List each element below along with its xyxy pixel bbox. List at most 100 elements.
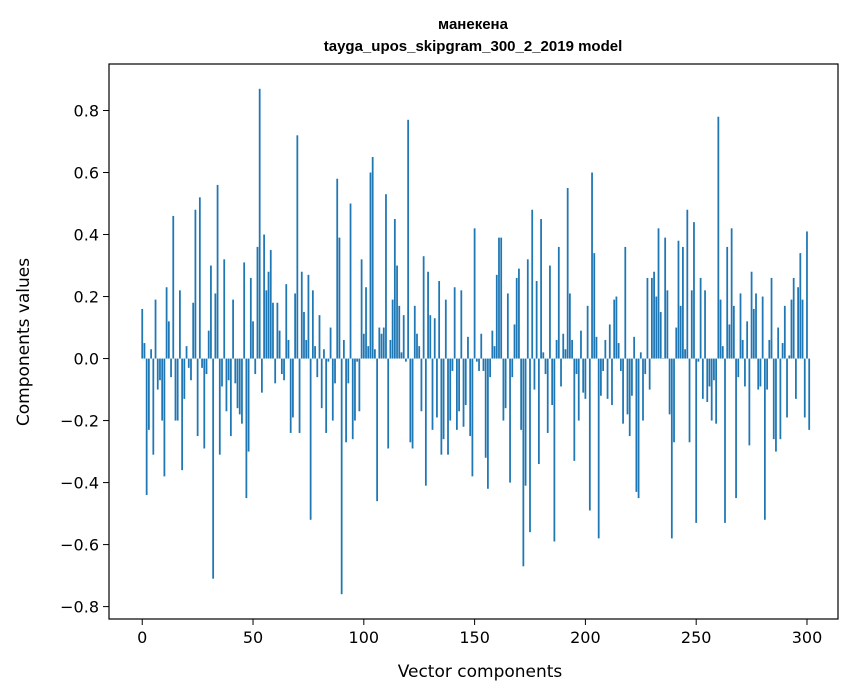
- bar-25: [196, 358, 199, 437]
- bar-238: [668, 358, 671, 415]
- bar-64: [283, 358, 285, 381]
- bar-66: [287, 339, 290, 359]
- bar-201: [586, 305, 589, 359]
- bar-78: [314, 346, 316, 359]
- bar-208: [602, 358, 605, 371]
- y-tick-label: 0.6: [74, 164, 99, 183]
- bar-287: [777, 327, 780, 359]
- bar-88: [336, 178, 339, 359]
- x-tick-label: 300: [792, 628, 823, 647]
- bar-170: [518, 268, 520, 359]
- bar-1: [143, 343, 146, 359]
- bar-20: [185, 346, 188, 359]
- bar-105: [374, 349, 376, 359]
- bar-226: [642, 358, 644, 421]
- bar-121: [409, 358, 412, 443]
- bar-106: [376, 358, 378, 502]
- bar-214: [615, 296, 618, 359]
- bar-219: [626, 358, 629, 415]
- bar-251: [697, 358, 700, 362]
- bar-134: [438, 281, 441, 359]
- bar-300: [806, 231, 808, 359]
- bar-276: [752, 308, 755, 359]
- bar-6: [154, 299, 157, 359]
- bar-209: [604, 339, 607, 359]
- bar-63: [280, 358, 283, 375]
- bar-156: [487, 358, 489, 489]
- bar-280: [761, 296, 764, 359]
- bar-284: [770, 277, 773, 359]
- bar-116: [398, 305, 401, 359]
- bar-107: [378, 327, 381, 359]
- bar-69: [294, 293, 297, 359]
- bar-230: [650, 277, 653, 359]
- bar-294: [792, 277, 795, 359]
- bar-154: [482, 358, 485, 371]
- bar-174: [526, 259, 529, 359]
- y-tick-label: 0.8: [74, 102, 99, 121]
- bar-197: [577, 358, 580, 421]
- bar-102: [367, 346, 370, 359]
- bar-76: [309, 358, 312, 520]
- bar-157: [489, 358, 491, 378]
- bar-146: [464, 358, 467, 406]
- bar-191: [564, 349, 567, 359]
- bar-258: [713, 358, 715, 381]
- bar-244: [682, 246, 684, 359]
- bar-234: [659, 312, 662, 359]
- bar-243: [679, 305, 682, 359]
- bar-119: [405, 358, 407, 362]
- bar-195: [573, 358, 576, 461]
- bar-271: [741, 339, 744, 359]
- bar-278: [757, 358, 760, 390]
- bar-0: [141, 308, 144, 359]
- bar-225: [639, 352, 642, 359]
- bar-269: [737, 358, 740, 378]
- bar-184: [549, 265, 551, 359]
- bar-73: [303, 312, 305, 359]
- bar-261: [719, 299, 722, 359]
- bar-93: [347, 358, 350, 384]
- bar-279: [759, 358, 762, 387]
- bar-60: [274, 358, 277, 384]
- bar-240: [673, 358, 675, 443]
- chart-title-line-1: манекена: [438, 16, 509, 33]
- bar-110: [385, 194, 387, 359]
- bar-77: [311, 290, 314, 359]
- bar-3: [148, 358, 150, 430]
- bar-298: [801, 299, 804, 359]
- bar-123: [413, 305, 416, 359]
- bar-75: [307, 274, 310, 359]
- bar-245: [684, 349, 686, 359]
- y-tick-label: −0.2: [60, 412, 99, 431]
- x-tick-label: 200: [570, 628, 601, 647]
- bar-144: [460, 290, 463, 359]
- bar-260: [717, 116, 720, 359]
- bar-164: [504, 358, 507, 409]
- bar-26: [198, 197, 201, 359]
- bar-50: [252, 321, 254, 359]
- bar-181: [542, 352, 545, 359]
- bar-142: [456, 358, 458, 430]
- bar-111: [387, 358, 390, 449]
- bar-160: [495, 274, 498, 359]
- bar-114: [393, 219, 396, 359]
- bar-89: [338, 237, 341, 359]
- bar-41: [232, 299, 234, 359]
- bar-236: [664, 237, 667, 359]
- bar-133: [436, 358, 438, 418]
- bar-250: [695, 358, 698, 523]
- bar-265: [728, 324, 731, 359]
- y-tick-label: −0.4: [60, 474, 99, 493]
- bar-165: [506, 293, 509, 359]
- bar-38: [225, 358, 228, 412]
- bar-61: [276, 302, 279, 359]
- bar-182: [544, 358, 547, 375]
- bar-37: [223, 259, 226, 359]
- bar-22: [190, 358, 192, 381]
- bar-65: [285, 284, 288, 359]
- bar-231: [653, 271, 655, 359]
- bar-296: [797, 287, 799, 359]
- bar-206: [597, 358, 600, 539]
